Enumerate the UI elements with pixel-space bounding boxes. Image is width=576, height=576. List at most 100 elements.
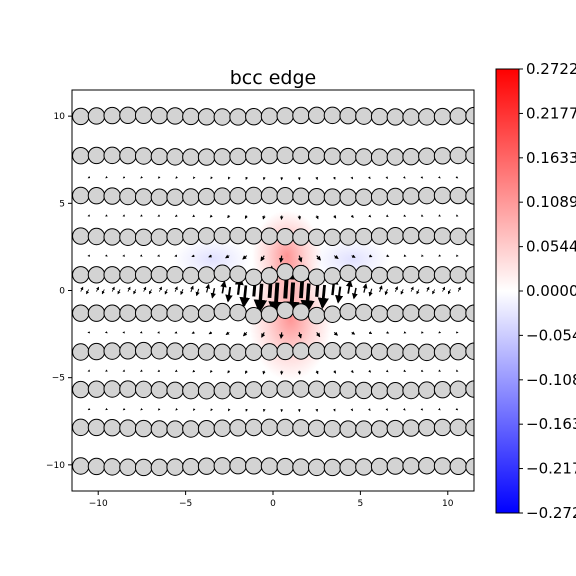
atom [166, 342, 184, 360]
core-arrow [426, 286, 430, 292]
atom [134, 341, 153, 360]
atom [307, 419, 326, 438]
field-arrow [278, 255, 284, 263]
atom [229, 303, 247, 322]
field-arrow [333, 254, 339, 259]
core-arrow [368, 288, 373, 297]
atom [449, 227, 467, 246]
atom [197, 382, 216, 400]
atom [119, 266, 137, 284]
atom [197, 343, 216, 361]
atom [72, 343, 90, 361]
core-arrow [442, 286, 445, 292]
atom [229, 457, 247, 475]
atom [402, 381, 420, 400]
atom [197, 148, 216, 166]
atom [213, 419, 232, 437]
core-arrow [80, 286, 84, 292]
atom [260, 457, 279, 475]
atom [465, 418, 474, 437]
atom [433, 227, 452, 245]
core-arrow [149, 289, 152, 295]
core-arrow [416, 289, 420, 295]
field-arrow [350, 214, 354, 218]
field-arrow [210, 408, 213, 412]
atom [229, 265, 247, 283]
atom [339, 302, 357, 321]
field-arrow [87, 175, 91, 179]
atom [449, 146, 467, 165]
colorbar-tick-label: −0.0544 [526, 326, 576, 344]
core-arrow [345, 279, 353, 294]
field-arrow [351, 331, 356, 335]
atom [260, 380, 279, 399]
field-arrow [350, 369, 354, 374]
atom [307, 380, 326, 398]
atom [465, 266, 474, 284]
field-arrow [420, 369, 424, 372]
colorbar-tick-label: −0.2177 [526, 460, 576, 478]
atom [134, 419, 153, 438]
atom [418, 147, 436, 165]
field-arrow [315, 408, 319, 412]
field-arrow [122, 407, 126, 411]
colorbar: 0.2722 0.2177 0.1633 0.1089 0.0544 0.0000 −0.0… [495, 60, 576, 522]
field-arrow [403, 369, 406, 372]
atom [182, 227, 200, 246]
atom [465, 458, 474, 476]
field-arrow [175, 408, 178, 411]
field-arrow [368, 214, 372, 218]
atom [103, 458, 121, 476]
atom [229, 147, 247, 166]
atom [103, 146, 121, 165]
atom [197, 227, 216, 245]
atom [339, 106, 357, 125]
field-arrow [438, 214, 441, 217]
atom [119, 304, 137, 322]
atom [433, 304, 452, 322]
atom [292, 106, 310, 125]
field-arrow [192, 214, 196, 218]
field-arrow [228, 408, 231, 412]
atom [433, 418, 452, 437]
field-arrow [315, 215, 319, 220]
atom [182, 342, 200, 361]
atom [418, 226, 436, 245]
atom [276, 146, 294, 165]
field-arrow [420, 407, 424, 411]
atom [402, 457, 420, 475]
field-arrow [157, 214, 161, 217]
atom [182, 305, 200, 323]
atom [292, 342, 310, 360]
field-arrow [157, 369, 161, 372]
field-arrow [455, 214, 459, 217]
atom [182, 148, 200, 166]
atom [339, 342, 357, 360]
field-arrow [140, 369, 143, 372]
atom [103, 380, 121, 398]
field-arrow [174, 254, 178, 257]
atom [307, 187, 326, 206]
core-arrow [384, 288, 389, 296]
y-tick-label: 10 [54, 112, 66, 122]
atom [229, 226, 247, 245]
atom [402, 108, 420, 126]
atom [292, 187, 310, 205]
atom [276, 107, 294, 125]
atom [355, 420, 373, 438]
atom [87, 380, 106, 398]
atom [386, 148, 405, 166]
field-arrow [140, 407, 143, 411]
atom [370, 148, 389, 166]
atom [465, 106, 474, 125]
atom [260, 146, 279, 165]
atom [166, 458, 184, 476]
field-arrow [315, 176, 319, 181]
atom [260, 107, 279, 125]
colorbar-gradient [495, 68, 520, 514]
atom [276, 187, 294, 205]
atom [245, 457, 263, 475]
core-arrow [133, 289, 137, 295]
atom [197, 304, 216, 323]
atom [339, 147, 357, 166]
